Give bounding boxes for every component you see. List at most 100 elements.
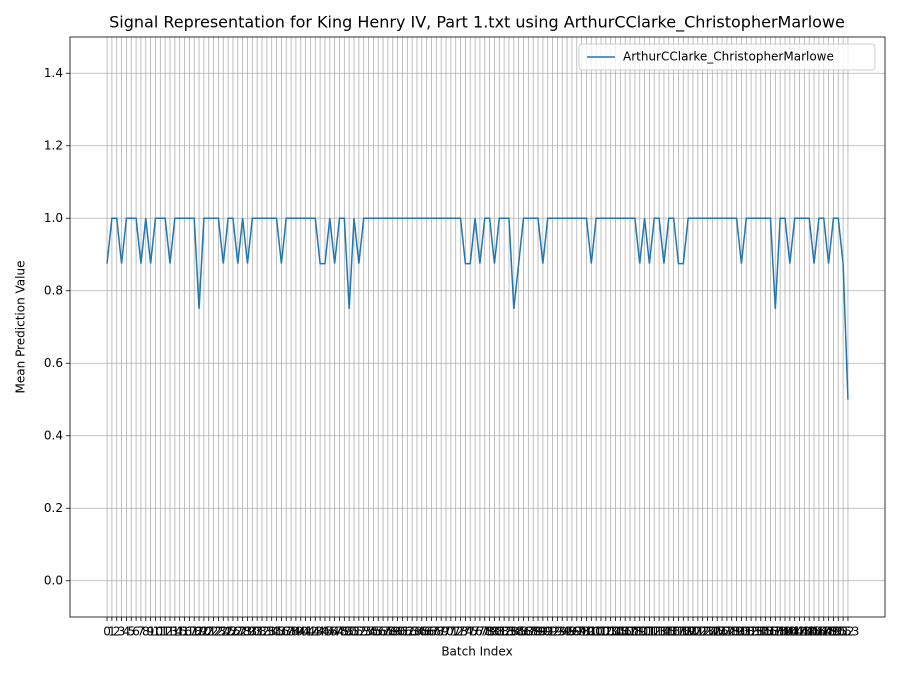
x-tick-label: 3 <box>118 625 126 639</box>
x-tick-label: 81 <box>492 625 507 639</box>
x-tick-label: 19 <box>191 625 206 639</box>
x-tick-label: 87 <box>521 625 536 639</box>
x-tick-label: 91 <box>540 625 555 639</box>
x-tick-label: 6 <box>132 625 140 639</box>
x-tick-label: 99 <box>579 625 594 639</box>
x-tick-label: 62 <box>400 625 415 639</box>
x-tick-label: 50 <box>342 625 357 639</box>
x-tick-label: 14 <box>167 625 182 639</box>
x-tick-label: 98 <box>574 625 589 639</box>
y-tick-label: 1.0 <box>44 211 63 225</box>
x-tick-label: 16 <box>177 625 192 639</box>
x-tick-label: 78 <box>477 625 492 639</box>
x-tick-label: 64 <box>409 625 424 639</box>
x-tick-label: 120 <box>677 625 700 639</box>
x-tick-label: 12 <box>158 625 173 639</box>
x-tick-label: 54 <box>361 625 376 639</box>
x-tick-label: 41 <box>298 625 313 639</box>
x-tick-label: 76 <box>467 625 482 639</box>
x-tick-label: 33 <box>259 625 274 639</box>
x-tick-label: 101 <box>585 625 608 639</box>
x-tick-label: 61 <box>395 625 410 639</box>
x-tick-label: 65 <box>414 625 429 639</box>
x-tick-label: 88 <box>526 625 541 639</box>
x-tick-label: 107 <box>614 625 637 639</box>
x-tick-label: 45 <box>317 625 332 639</box>
x-tick-label: 131 <box>730 625 753 639</box>
x-tick-label: 122 <box>686 625 709 639</box>
x-tick-label: 71 <box>443 625 458 639</box>
x-tick-label: 93 <box>550 625 565 639</box>
x-tick-label: 145 <box>798 625 821 639</box>
x-tick-label: 46 <box>322 625 337 639</box>
x-tick-label: 20 <box>196 625 211 639</box>
x-tick-label: 109 <box>623 625 646 639</box>
x-tick-label: 117 <box>662 625 685 639</box>
x-tick-label: 121 <box>682 625 705 639</box>
x-tick-label: 77 <box>472 625 487 639</box>
x-tick-label: 69 <box>434 625 449 639</box>
x-tick-label: 15 <box>172 625 187 639</box>
x-tick-label: 36 <box>274 625 289 639</box>
y-tick-label: 1.4 <box>44 66 63 80</box>
x-tick-label: 70 <box>438 625 453 639</box>
x-tick-label: 149 <box>817 625 840 639</box>
x-tick-label: 142 <box>783 625 806 639</box>
x-tick-label: 133 <box>740 625 763 639</box>
x-tick-label: 59 <box>385 625 400 639</box>
x-tick-label: 31 <box>250 625 265 639</box>
x-tick-label: 2 <box>113 625 121 639</box>
x-tick-label: 25 <box>220 625 235 639</box>
x-tick-label: 89 <box>530 625 545 639</box>
x-tick-label: 123 <box>691 625 714 639</box>
x-tick-label: 112 <box>638 625 661 639</box>
x-tick-label: 106 <box>609 625 632 639</box>
x-tick-label: 80 <box>487 625 502 639</box>
x-tick-label: 1 <box>108 625 116 639</box>
x-tick-label: 49 <box>337 625 352 639</box>
x-tick-label: 55 <box>366 625 381 639</box>
x-tick-label: 148 <box>812 625 835 639</box>
x-tick-label: 84 <box>506 625 521 639</box>
x-tick-label: 5 <box>127 625 135 639</box>
x-tick-label: 85 <box>511 625 526 639</box>
x-tick-label: 132 <box>735 625 758 639</box>
legend-box <box>578 43 876 71</box>
y-tick-label: 0.0 <box>44 573 63 587</box>
x-tick-label: 115 <box>652 625 675 639</box>
x-tick-label: 11 <box>153 625 168 639</box>
y-tick-label: 0.6 <box>44 356 63 370</box>
x-tick-label: 83 <box>501 625 516 639</box>
x-tick-label: 63 <box>404 625 419 639</box>
x-tick-label: 72 <box>448 625 463 639</box>
x-tick-label: 9 <box>147 625 155 639</box>
x-tick-label: 110 <box>628 625 651 639</box>
x-tick-label: 90 <box>535 625 550 639</box>
x-tick-label: 51 <box>346 625 361 639</box>
x-tick-label: 82 <box>496 625 511 639</box>
y-tick-label: 0.2 <box>44 501 63 515</box>
x-tick-label: 144 <box>793 625 816 639</box>
x-tick-label: 28 <box>235 625 250 639</box>
y-axis-label: Mean Prediction Value <box>14 261 28 394</box>
x-tick-label: 137 <box>759 625 782 639</box>
x-tick-label: 146 <box>803 625 826 639</box>
x-tick-label: 96 <box>564 625 579 639</box>
x-tick-label: 130 <box>725 625 748 639</box>
x-tick-label: 27 <box>230 625 245 639</box>
x-tick-label: 40 <box>293 625 308 639</box>
y-tick-label: 1.2 <box>44 138 63 152</box>
x-tick-label: 67 <box>424 625 439 639</box>
x-tick-label: 75 <box>463 625 478 639</box>
x-tick-label: 136 <box>754 625 777 639</box>
x-tick-label: 129 <box>720 625 743 639</box>
x-tick-label: 104 <box>599 625 622 639</box>
x-tick-label: 60 <box>390 625 405 639</box>
x-tick-label: 43 <box>308 625 323 639</box>
x-tick-label: 95 <box>559 625 574 639</box>
x-tick-label: 52 <box>351 625 366 639</box>
x-tick-label: 24 <box>216 625 231 639</box>
y-tick-label: 0.4 <box>44 428 63 442</box>
chart-title: Signal Representation for King Henry IV,… <box>109 13 845 33</box>
x-tick-label: 42 <box>303 625 318 639</box>
